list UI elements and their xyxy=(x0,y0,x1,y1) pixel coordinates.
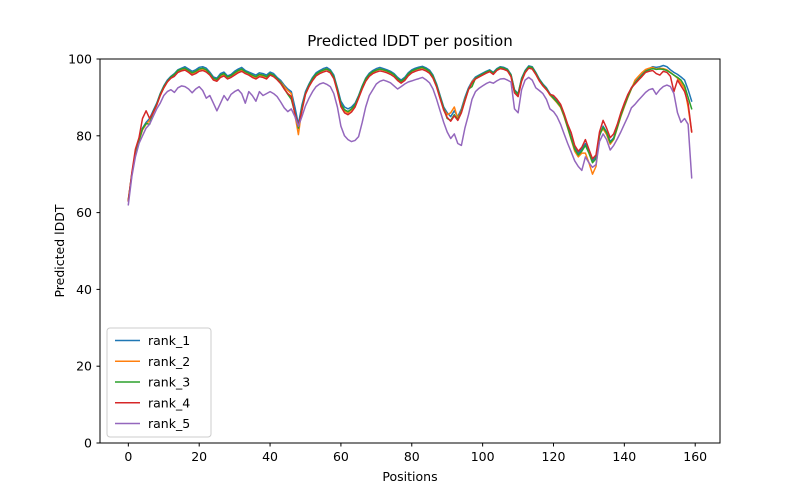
x-tick-label-40: 40 xyxy=(262,449,278,464)
legend-label-rank_2: rank_2 xyxy=(148,354,190,369)
x-tick-label-160: 160 xyxy=(683,449,707,464)
y-tick-label-80: 80 xyxy=(76,128,92,143)
y-tick-label-60: 60 xyxy=(76,205,92,220)
y-axis-label: Predicted lDDT xyxy=(52,204,67,297)
x-axis-ticks: 0 20 40 60 80 100 120 140 160 xyxy=(124,443,707,464)
y-tick-label-100: 100 xyxy=(68,52,92,67)
x-tick-label-0: 0 xyxy=(124,449,132,464)
data-series xyxy=(127,64,693,206)
series-line-rank_5 xyxy=(127,76,693,206)
x-tick-label-140: 140 xyxy=(612,449,636,464)
y-tick-label-0: 0 xyxy=(84,436,92,451)
legend-label-rank_3: rank_3 xyxy=(148,375,190,390)
legend-box xyxy=(106,327,212,438)
x-tick-label-80: 80 xyxy=(404,449,420,464)
x-tick-label-60: 60 xyxy=(333,449,349,464)
x-axis-label: Positions xyxy=(382,469,437,484)
y-tick-label-40: 40 xyxy=(76,282,92,297)
legend: rank_1 rank_2 rank_3 rank_4 rank_5 xyxy=(106,327,212,438)
y-tick-label-20: 20 xyxy=(76,359,92,374)
x-tick-label-20: 20 xyxy=(191,449,207,464)
legend-label-rank_5: rank_5 xyxy=(148,416,190,431)
y-axis-ticks: 0 20 40 60 80 100 xyxy=(68,52,100,451)
series-line-rank_4 xyxy=(127,67,693,202)
chart-title: Predicted lDDT per position xyxy=(307,32,512,50)
x-tick-label-120: 120 xyxy=(542,449,566,464)
x-tick-label-100: 100 xyxy=(471,449,495,464)
legend-label-rank_1: rank_1 xyxy=(148,333,190,348)
legend-label-rank_4: rank_4 xyxy=(148,395,190,410)
